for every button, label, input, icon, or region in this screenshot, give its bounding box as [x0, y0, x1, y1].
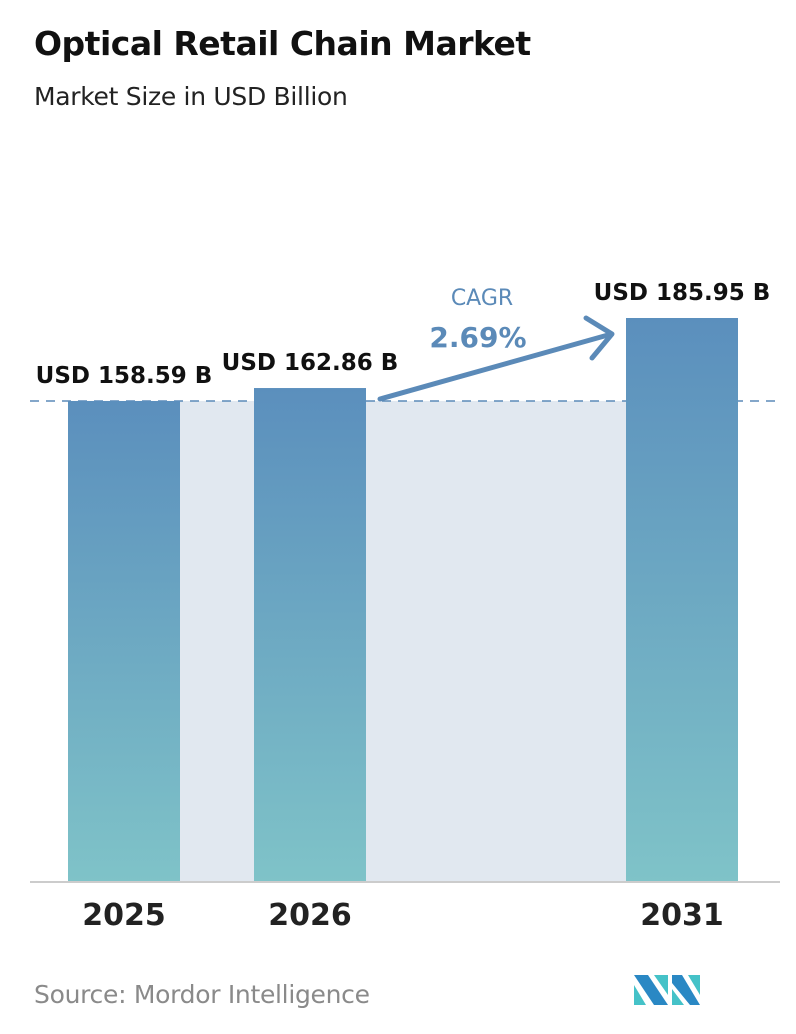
cagr-arrow [377, 332, 611, 402]
shaded-region [180, 400, 626, 882]
x-tick-2031: 2031 [640, 898, 724, 933]
bar-2031 [626, 318, 738, 882]
x-tick-2026: 2026 [268, 898, 352, 933]
chart-title: Optical Retail Chain Market [34, 24, 531, 63]
x-tick-2025: 2025 [82, 898, 166, 933]
cagr-value: 2.69% [429, 321, 526, 354]
data-label-2031: USD 185.95 B [594, 280, 771, 306]
bar-2026 [254, 388, 366, 882]
mordor-logo [634, 975, 700, 1005]
cagr-label: CAGR [451, 286, 513, 311]
data-label-2025: USD 158.59 B [36, 363, 213, 389]
source-note: Source: Mordor Intelligence [34, 980, 370, 1009]
data-label-2026: USD 162.86 B [222, 350, 399, 376]
chart-subtitle: Market Size in USD Billion [34, 82, 348, 111]
bar-2025 [68, 400, 180, 882]
cagr-arrowhead-icon [583, 315, 615, 361]
